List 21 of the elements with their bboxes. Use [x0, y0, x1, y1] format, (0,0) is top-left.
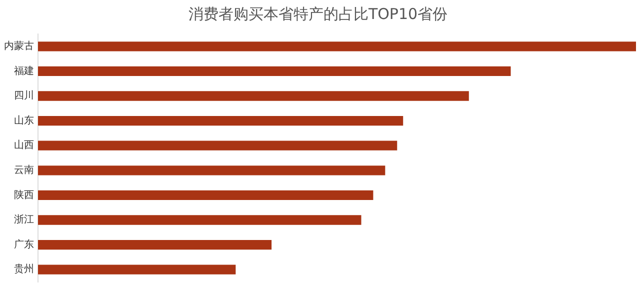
- chart-title: 消费者购买本省特产的占比TOP10省份: [188, 4, 448, 23]
- y-tick-label: 陕西: [14, 188, 34, 201]
- y-tick-label: 福建: [14, 64, 34, 77]
- y-tick-label: 浙江: [14, 214, 34, 226]
- y-tick-label: 山东: [14, 114, 34, 126]
- y-tick-label: 山西: [14, 139, 34, 152]
- bar: [38, 42, 636, 52]
- y-tick-label: 广东: [14, 238, 34, 250]
- bar: [38, 240, 272, 250]
- y-tick-label: 四川: [14, 90, 34, 102]
- bar: [38, 116, 404, 126]
- bar: [38, 190, 374, 200]
- bar: [38, 166, 386, 176]
- bar: [38, 66, 511, 76]
- y-tick-label: 贵州: [14, 263, 34, 276]
- bar: [38, 264, 236, 274]
- y-tick-label: 内蒙古: [4, 40, 34, 52]
- bar: [38, 91, 469, 101]
- y-tick-label: 云南: [14, 164, 34, 176]
- bar: [38, 140, 398, 150]
- bar: [38, 215, 362, 225]
